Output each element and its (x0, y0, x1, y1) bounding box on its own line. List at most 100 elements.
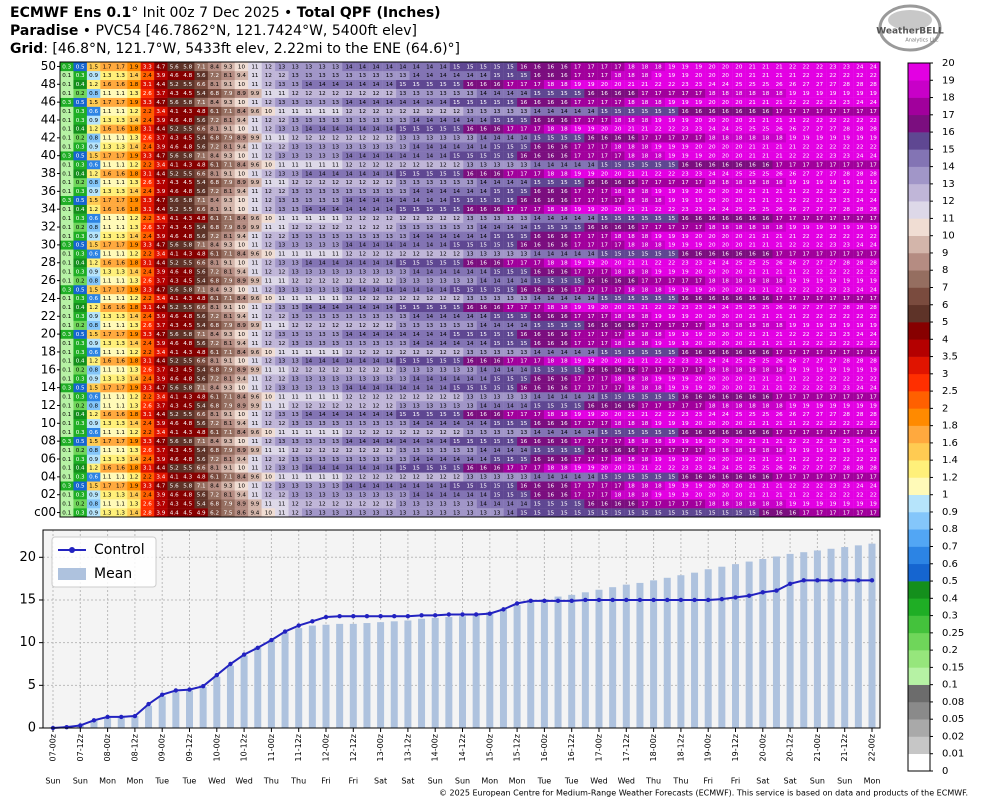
cell-label: 4.3 (183, 162, 192, 168)
heat-cell (140, 258, 155, 268)
cell-label: 17 (682, 225, 690, 231)
cell-label: 14 (305, 261, 313, 267)
cell-label: 18 (641, 341, 649, 347)
heat-cell (275, 240, 289, 250)
heat-cell (100, 186, 114, 197)
cell-label: 9.6 (250, 394, 259, 400)
heat-cell (853, 409, 867, 420)
heat-cell (759, 445, 773, 455)
cell-label: 15 (426, 207, 434, 213)
heat-cell (355, 320, 370, 330)
cell-label: 16 (762, 296, 770, 302)
heat-cell (490, 311, 504, 321)
heat-cell (611, 508, 625, 518)
cell-label: 3.1 (143, 305, 152, 311)
cell-label: 17 (829, 252, 837, 258)
heat-cell (799, 392, 813, 402)
heat-cell (570, 383, 585, 393)
heat-cell (382, 454, 397, 464)
logo: WeatherBELL Analytics LLC (876, 4, 944, 52)
cell-label: 13 (305, 492, 313, 498)
cell-label: 16 (561, 439, 569, 445)
cell-label: 17 (587, 457, 595, 463)
heat-cell (60, 222, 74, 232)
cell-label: 13 (386, 421, 394, 427)
cell-label: 21 (749, 492, 757, 498)
cell-label: 13 (520, 350, 528, 356)
heat-cell (396, 267, 410, 277)
cell-label: 13 (292, 171, 300, 177)
cell-label: 13 (453, 323, 461, 329)
cell-label: 1.4 (129, 457, 138, 463)
cell-label: 13 (372, 457, 380, 463)
cell-label: 15 (493, 492, 501, 498)
cell-label: 17 (870, 475, 878, 481)
cell-label: 19 (668, 189, 676, 195)
heat-cell (100, 374, 114, 384)
cell-label: 13 (372, 314, 380, 320)
cell-label: 12 (305, 278, 312, 284)
cell-label: 11 (278, 180, 286, 186)
cell-label: 1.1 (103, 394, 112, 400)
heat-cell (355, 347, 370, 357)
cell-label: 18 (641, 198, 649, 204)
cell-label: 1.1 (116, 475, 125, 481)
cell-label: 12 (305, 501, 312, 507)
heat-cell (342, 311, 356, 321)
cell-label: 13 (319, 287, 327, 293)
cell-label: 23 (695, 261, 703, 267)
cell-label: 10 (265, 394, 273, 400)
heat-cell (167, 356, 182, 366)
cell-label: 15 (668, 475, 676, 481)
cell-label: 3.1 (143, 412, 152, 418)
cell-label: 14 (547, 430, 555, 436)
cell-label: 11 (251, 359, 259, 365)
cell-label: 20 (722, 457, 730, 463)
heat-cell (275, 401, 289, 411)
heat-cell (839, 508, 854, 518)
heat-cell (355, 365, 370, 375)
cell-label: 14 (399, 198, 407, 204)
cell-label: 19 (870, 225, 878, 231)
cell-label: 13 (413, 323, 421, 329)
cell-label: 1.7 (103, 198, 112, 204)
cell-label: 25 (735, 207, 743, 213)
heat-cell (342, 356, 356, 366)
heat-cell (866, 293, 881, 304)
cell-label: 8.4 (237, 162, 246, 168)
cell-label: 1.5 (89, 439, 98, 445)
cell-label: 19 (829, 278, 837, 284)
cell-label: 13 (440, 180, 448, 186)
cell-label: 23 (682, 261, 690, 267)
cell-label: 4.7 (156, 287, 165, 293)
heat-cell (382, 365, 397, 375)
heat-cell (611, 481, 625, 491)
heat-cell (261, 392, 276, 402)
cell-label: 22 (870, 269, 877, 275)
cell-label: 6.8 (210, 225, 219, 231)
cell-label: 12 (440, 296, 447, 302)
heat-cell (476, 240, 491, 250)
cell-label: 3.9 (156, 457, 165, 463)
heat-cell (315, 418, 330, 428)
cell-label: 14 (466, 341, 474, 347)
heat-cell (288, 409, 303, 420)
cell-label: 1.2 (89, 305, 98, 311)
heat-cell (207, 276, 222, 286)
cell-label: 13 (386, 189, 394, 195)
cell-label: 15 (574, 180, 582, 186)
heat-cell (315, 213, 330, 223)
cell-label: 16 (722, 430, 730, 436)
heat-cell (194, 329, 209, 339)
heat-cell (597, 347, 612, 357)
cell-label: 3.3 (143, 439, 152, 445)
heat-cell (732, 481, 746, 491)
cell-label: 10 (265, 252, 273, 258)
cell-label: 19 (655, 234, 663, 240)
heat-cell (207, 472, 222, 482)
heat-cell (705, 347, 719, 357)
row-label: 20 (41, 327, 56, 341)
heat-cell (853, 249, 867, 259)
cell-label: 19 (587, 466, 595, 472)
cell-label: 20 (735, 484, 743, 490)
